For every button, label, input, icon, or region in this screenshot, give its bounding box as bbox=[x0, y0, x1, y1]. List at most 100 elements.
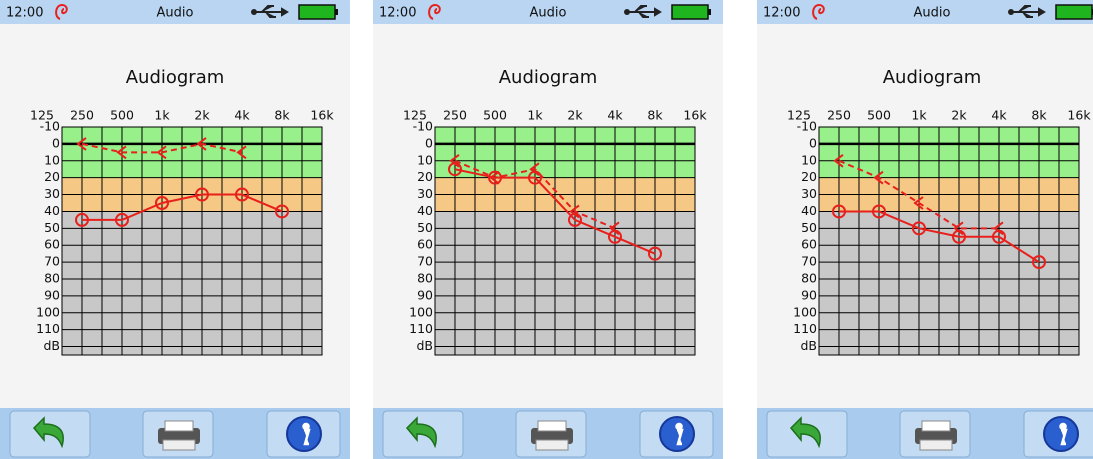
y-tick-label: 70 bbox=[44, 254, 60, 269]
battery bbox=[1055, 4, 1093, 20]
data-point bbox=[194, 187, 209, 202]
y-tick-label: 90 bbox=[44, 287, 60, 302]
y-tick-label: -10 bbox=[797, 119, 817, 134]
y-tick-label: 20 bbox=[801, 169, 817, 184]
data-point bbox=[196, 137, 207, 151]
back-icon bbox=[32, 416, 64, 449]
battery bbox=[671, 4, 709, 20]
x-tick-label: 250 bbox=[70, 108, 94, 123]
band bbox=[819, 127, 1079, 178]
x-tick-label: 4k bbox=[234, 108, 250, 123]
x-tick-label: 125 bbox=[403, 108, 427, 123]
x-tick-label: 250 bbox=[443, 108, 467, 123]
x-tick-label: 16k bbox=[1067, 108, 1091, 123]
x-tick-label: 2k bbox=[567, 108, 583, 123]
y-tick-label: 20 bbox=[44, 169, 60, 184]
status-time: 12:00 bbox=[763, 6, 800, 21]
y-tick-label: 110 bbox=[409, 321, 433, 336]
band bbox=[435, 211, 695, 355]
status-title: Audio bbox=[530, 6, 567, 21]
data-point bbox=[913, 196, 924, 210]
data-point bbox=[74, 212, 89, 227]
x-tick-label: 16k bbox=[683, 108, 707, 123]
status-bar bbox=[0, 0, 350, 24]
data-point bbox=[569, 204, 580, 219]
data-point bbox=[116, 145, 127, 160]
x-tick-label: 8k bbox=[647, 108, 663, 123]
screen: 12:00 Audio Audiogram -100 10 20 30 40 50 60 70 809… bbox=[373, 0, 723, 459]
x-tick-label: 4k bbox=[991, 108, 1007, 123]
band bbox=[435, 127, 695, 178]
band bbox=[62, 211, 322, 355]
y-tick-label: dB bbox=[416, 338, 433, 353]
data-point bbox=[114, 212, 129, 227]
y-tick-label: 40 bbox=[44, 203, 60, 218]
info-icon bbox=[1043, 416, 1079, 452]
chart-title: Audiogram bbox=[126, 67, 225, 88]
y-tick-label: 100 bbox=[793, 304, 817, 319]
info-icon bbox=[659, 416, 695, 452]
y-tick-label: 90 bbox=[417, 287, 433, 302]
y-tick-label: dB bbox=[43, 338, 60, 353]
x-tick-label: 500 bbox=[867, 108, 891, 123]
usb-icon bbox=[254, 5, 289, 18]
back-icon bbox=[789, 416, 821, 449]
y-tick-label: 10 bbox=[44, 152, 60, 167]
usb-dot bbox=[251, 9, 257, 15]
info-glyph bbox=[675, 422, 684, 446]
data-point bbox=[993, 221, 1004, 236]
printer-tray bbox=[162, 439, 196, 451]
data-point bbox=[647, 246, 662, 261]
data-point bbox=[953, 221, 964, 236]
data-point bbox=[274, 204, 289, 219]
info-glyph bbox=[302, 422, 311, 446]
y-tick-label: 30 bbox=[417, 186, 433, 201]
x-tick-label: 1k bbox=[527, 108, 543, 123]
y-tick-label: 70 bbox=[801, 254, 817, 269]
plot-frame bbox=[818, 126, 1080, 356]
band bbox=[819, 211, 1079, 355]
y-tick-label: 40 bbox=[417, 203, 433, 218]
y-tick-label: 100 bbox=[36, 304, 60, 319]
x-tick-label: 1k bbox=[911, 108, 927, 123]
plot-frame bbox=[434, 126, 696, 356]
y-tick-label: 80 bbox=[801, 271, 817, 286]
y-tick-label: 80 bbox=[44, 271, 60, 286]
printer-paper bbox=[921, 420, 951, 432]
y-tick-label: 60 bbox=[417, 237, 433, 252]
printer-tray bbox=[535, 439, 569, 451]
chart-title: Audiogram bbox=[499, 67, 598, 88]
screen: 12:00 Audio Audiogram -100 10 20 30 40 50 60 70 809… bbox=[0, 0, 350, 459]
printer-paper bbox=[164, 420, 194, 432]
series-line bbox=[454, 159, 616, 230]
plot-frame bbox=[61, 126, 323, 356]
back-icon bbox=[405, 416, 437, 449]
data-point bbox=[489, 170, 500, 185]
y-tick-label: 40 bbox=[801, 203, 817, 218]
x-tick-label: 8k bbox=[1031, 108, 1047, 123]
data-point bbox=[234, 187, 249, 202]
x-tick-label: 8k bbox=[274, 108, 290, 123]
usb-dot bbox=[624, 9, 630, 15]
y-tick-label: 50 bbox=[801, 220, 817, 235]
x-tick-label: 4k bbox=[607, 108, 623, 123]
y-tick-label: 10 bbox=[417, 152, 433, 167]
status-title: Audio bbox=[157, 6, 194, 21]
x-tick-label: 16k bbox=[310, 108, 334, 123]
info-icon bbox=[286, 416, 322, 452]
battery bbox=[298, 4, 336, 20]
data-point bbox=[873, 170, 884, 185]
usb-icon bbox=[627, 5, 662, 18]
status-time: 12:00 bbox=[6, 6, 43, 21]
ear-icon bbox=[428, 3, 441, 20]
data-point bbox=[76, 137, 87, 151]
y-tick-label: 60 bbox=[801, 237, 817, 252]
data-point bbox=[529, 162, 540, 177]
status-title: Audio bbox=[914, 6, 951, 21]
y-tick-label: 80 bbox=[417, 271, 433, 286]
y-tick-label: -10 bbox=[40, 119, 60, 134]
y-tick-label: 50 bbox=[417, 220, 433, 235]
y-tick-label: 10 bbox=[801, 152, 817, 167]
